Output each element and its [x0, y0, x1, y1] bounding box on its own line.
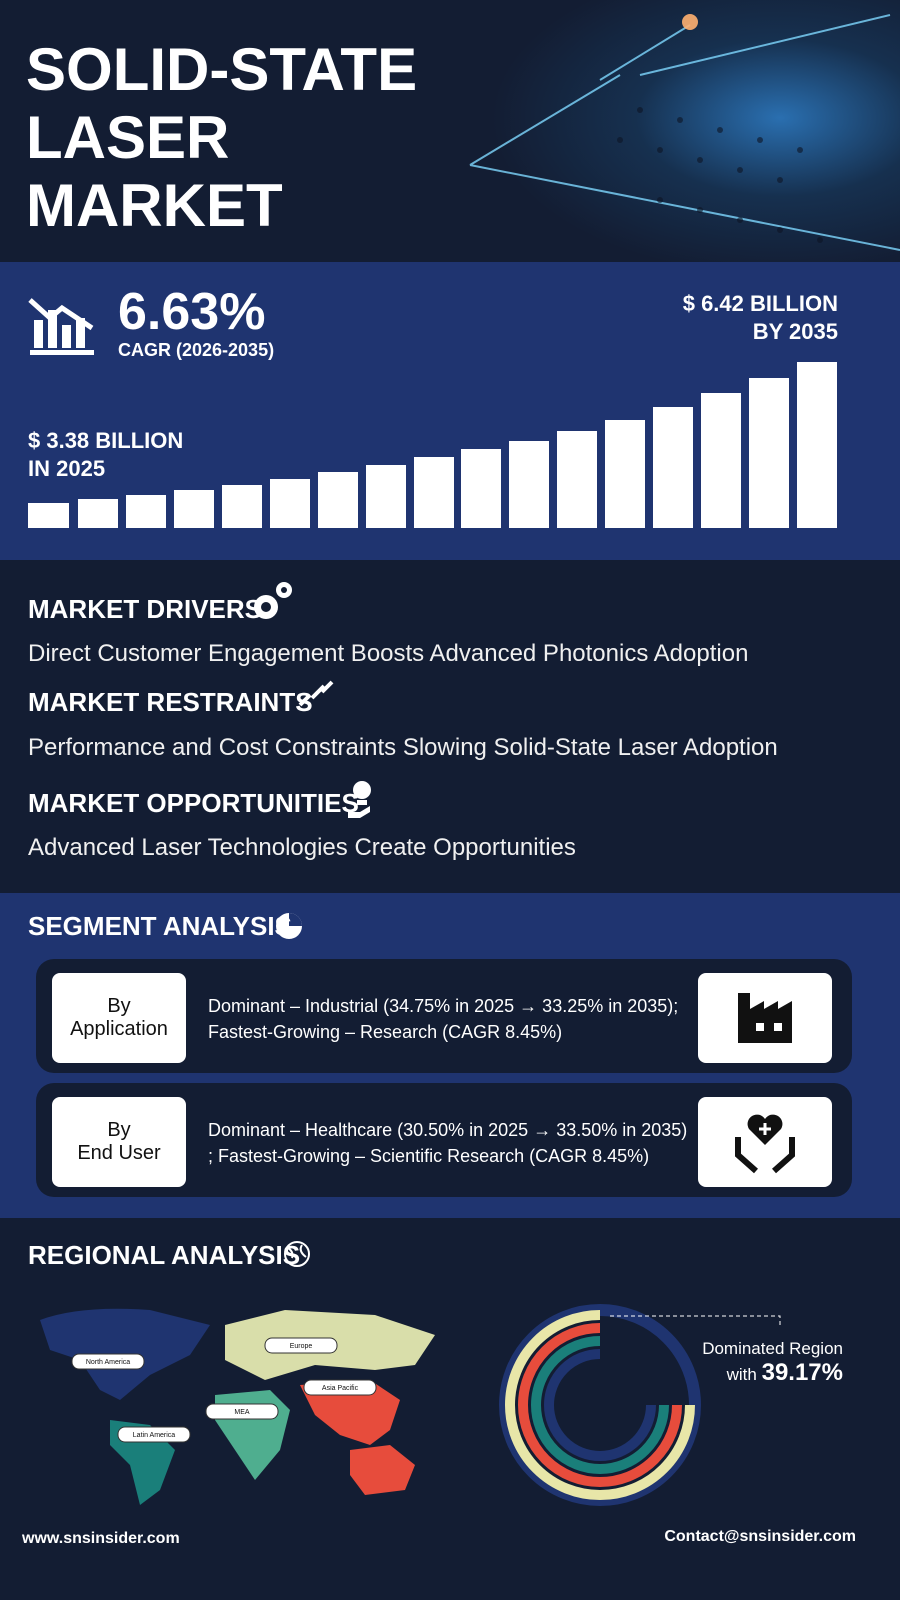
restraints-heading: MARKET RESTRAINTS	[28, 687, 313, 717]
map-labels: North America Europe Asia Pacific MEA La…	[86, 1343, 359, 1439]
segment-label: By End User	[52, 1097, 186, 1187]
drivers-heading: MARKET DRIVERS	[28, 594, 263, 624]
start-value-line: $ 3.38 BILLION	[28, 428, 184, 453]
restraints-text: Performance and Cost Constraints Slowing…	[28, 734, 778, 761]
title-line: LASER	[26, 104, 230, 171]
share-value: 39.17%	[761, 1359, 843, 1386]
segment-label-line: By	[107, 1119, 131, 1141]
segment-card: By Application Dominant – Industrial (34.…	[36, 959, 852, 1073]
segment-title: SEGMENT ANALYSIS	[28, 911, 292, 941]
opportunities-heading: MARKET OPPORTUNITIES	[28, 788, 359, 818]
segment-label-line: Application	[70, 1018, 168, 1040]
website[interactable]: www.snsinsider.com	[22, 1530, 180, 1547]
title-line: MARKET	[26, 172, 283, 239]
cagr-label: CAGR (2026-2035)	[118, 340, 275, 360]
dominated-region: Dominated Region with 39.17%	[702, 1337, 843, 1387]
care-icon	[698, 1097, 832, 1187]
segment-text: Dominant – Industrial (34.75% in 2025 → …	[208, 993, 678, 1045]
segment-text-line: Fastest-Growing – Research (CAGR 8.45%)	[208, 1022, 563, 1042]
segment-text: Dominant – Healthcare (30.50% in 2025 → …	[208, 1117, 687, 1169]
segment-label-line: End User	[77, 1142, 161, 1164]
title: SOLID-STATE LASER MARKET	[26, 36, 417, 240]
region-label: Europe	[290, 1343, 313, 1350]
start-value: $ 3.38 BILLION IN 2025	[28, 427, 183, 483]
opportunities-text: Advanced Laser Technologies Create Oppor…	[28, 834, 576, 861]
dominated-label: Dominated Region	[702, 1339, 843, 1358]
region-label: North America	[86, 1359, 130, 1366]
contact[interactable]: Contact@snsinsider.com	[664, 1528, 856, 1545]
regional-title: REGIONAL ANALYSIS	[28, 1240, 301, 1270]
region-label: Asia Pacific	[322, 1385, 359, 1392]
end-value-line: $ 6.42 BILLION	[682, 291, 838, 316]
drivers-text: Direct Customer Engagement Boosts Advanc…	[28, 640, 749, 667]
segment-text-line: ; Fastest-Growing – Scientific Research …	[208, 1146, 650, 1166]
segment-text-line: Dominant – Healthcare (30.50% in 2025 → …	[208, 1120, 688, 1140]
end-value-line: BY 2035	[752, 319, 838, 344]
icon	[735, 1114, 795, 1174]
region-label: MEA	[234, 1409, 250, 1416]
cagr-value: 6.63%	[118, 283, 266, 341]
with-label: with	[726, 1365, 757, 1384]
factory-icon	[698, 973, 832, 1063]
segment-label: By Application	[52, 973, 186, 1063]
segment-card: By End User Dominant – Healthcare (30.50%…	[36, 1083, 852, 1197]
title-line: SOLID-STATE	[26, 36, 418, 103]
icon	[738, 993, 792, 1043]
segment-label-line: By	[107, 995, 131, 1017]
segment-text-line: Dominant – Industrial (34.75% in 2025 → …	[208, 996, 679, 1016]
end-value: $ 6.42 BILLION BY 2035	[683, 290, 838, 346]
start-value-line: IN 2025	[28, 456, 106, 481]
region-label: Latin America	[133, 1432, 176, 1439]
